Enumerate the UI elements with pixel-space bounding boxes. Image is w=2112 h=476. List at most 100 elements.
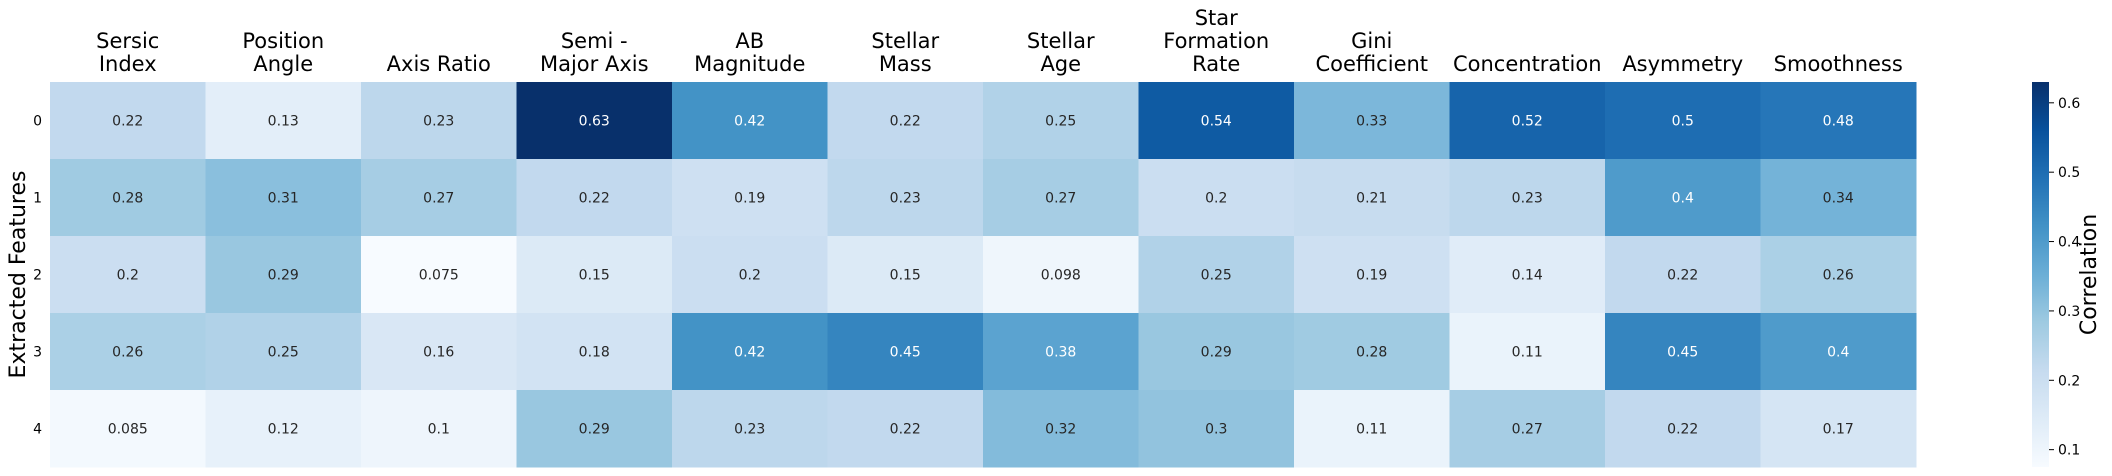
cell-value-label: 0.23 xyxy=(890,191,921,207)
cell-value-label: 0.31 xyxy=(268,191,299,207)
cell-value-label: 0.23 xyxy=(1512,191,1543,207)
cell-value-label: 0.45 xyxy=(1667,345,1698,361)
heatmap-cell xyxy=(1449,236,1606,314)
heatmap-cell xyxy=(983,159,1139,237)
colorbar-tick-label: 0.4 xyxy=(2058,235,2080,251)
heatmap-cell xyxy=(516,313,673,391)
cell-value-label: 0.28 xyxy=(1356,345,1387,361)
heatmap-cells xyxy=(50,82,1917,468)
cell-value-label: 0.13 xyxy=(268,114,299,130)
heatmap-cell xyxy=(1138,236,1295,314)
cell-value-label: 0.25 xyxy=(1045,114,1076,130)
cell-value-label: 0.38 xyxy=(1045,345,1076,361)
heatmap-cell xyxy=(361,390,517,468)
heatmap-cell xyxy=(672,313,828,391)
column-labels: Sersic Index Position Angle Axis Ratio Semi -… xyxy=(96,6,1903,76)
column-label: Star Formation Rate xyxy=(1163,6,1269,76)
cell-value-label: 0.54 xyxy=(1201,114,1232,130)
cell-value-label: 0.11 xyxy=(1512,345,1543,361)
heatmap-cell xyxy=(205,159,362,237)
heatmap-cell xyxy=(1138,82,1295,160)
cell-value-label: 0.29 xyxy=(579,422,610,438)
heatmap-cell xyxy=(827,390,984,468)
heatmap-cell xyxy=(1760,313,1917,391)
heatmap-cell xyxy=(50,313,206,391)
cell-value-label: 0.2 xyxy=(739,268,761,284)
colorbar-tick-label: 0.2 xyxy=(2058,373,2080,389)
cell-value-label: 0.27 xyxy=(1512,422,1543,438)
heatmap-cell xyxy=(1138,159,1295,237)
cell-value-label: 0.22 xyxy=(890,114,921,130)
heatmap-cell xyxy=(205,236,362,314)
heatmap-cell xyxy=(983,313,1139,391)
cell-value-label: 0.18 xyxy=(579,345,610,361)
heatmap-cell xyxy=(1294,313,1450,391)
heatmap-cell xyxy=(361,159,517,237)
heatmap-cell xyxy=(983,236,1139,314)
cell-value-label: 0.2 xyxy=(1205,191,1227,207)
cell-value-label: 0.48 xyxy=(1823,114,1854,130)
cell-value-label: 0.5 xyxy=(1672,114,1694,130)
colorbar-label: Correlation xyxy=(2077,214,2102,335)
cell-value-label: 0.075 xyxy=(419,268,459,284)
cell-value-label: 0.17 xyxy=(1823,422,1854,438)
cell-value-label: 0.27 xyxy=(423,191,454,207)
row-label: 2 xyxy=(33,268,42,284)
cell-value-label: 0.63 xyxy=(579,114,610,130)
heatmap-cell xyxy=(205,313,362,391)
heatmap-cell xyxy=(1760,236,1917,314)
heatmap-cell xyxy=(516,390,673,468)
heatmap-cell xyxy=(983,82,1139,160)
cell-value-label: 0.14 xyxy=(1512,268,1543,284)
heatmap-cell xyxy=(983,390,1139,468)
cell-value-label: 0.11 xyxy=(1356,422,1387,438)
column-label: Asymmetry xyxy=(1622,52,1743,76)
row-label: 0 xyxy=(33,114,42,130)
cell-value-label: 0.33 xyxy=(1356,114,1387,130)
heatmap-cell xyxy=(1294,159,1450,237)
heatmap-cell xyxy=(827,313,984,391)
cell-value-label: 0.29 xyxy=(1201,345,1232,361)
cell-value-label: 0.34 xyxy=(1823,191,1854,207)
column-label: Axis Ratio xyxy=(387,52,491,76)
cell-value-label: 0.4 xyxy=(1672,191,1694,207)
column-label: Concentration xyxy=(1453,52,1602,76)
cell-value-label: 0.25 xyxy=(1201,268,1232,284)
heatmap-cell xyxy=(1449,159,1606,237)
cell-value-label: 0.19 xyxy=(734,191,765,207)
cell-value-label: 0.26 xyxy=(112,345,143,361)
cell-value-label: 0.12 xyxy=(268,422,299,438)
row-label: 1 xyxy=(33,191,42,207)
cell-value-label: 0.1 xyxy=(428,422,450,438)
heatmap-cell xyxy=(1760,159,1917,237)
cell-value-label: 0.15 xyxy=(890,268,921,284)
heatmap-cell xyxy=(672,390,828,468)
cell-value-label: 0.32 xyxy=(1045,422,1076,438)
heatmap-cell xyxy=(50,82,206,160)
heatmap-cell xyxy=(50,159,206,237)
colorbar-tick-label: 0.3 xyxy=(2058,304,2080,320)
cell-value-label: 0.22 xyxy=(1667,268,1698,284)
colorbar-tick-label: 0.1 xyxy=(2058,443,2080,459)
cell-value-label: 0.2 xyxy=(117,268,139,284)
cell-value-label: 0.21 xyxy=(1356,191,1387,207)
column-label: Stellar Age xyxy=(1027,29,1095,76)
heatmap-cell xyxy=(1605,82,1761,160)
heatmap-cell xyxy=(516,82,673,160)
column-label: Gini Coefficient xyxy=(1315,29,1428,76)
cell-value-label: 0.23 xyxy=(423,114,454,130)
cell-value-label: 0.45 xyxy=(890,345,921,361)
cell-value-label: 0.22 xyxy=(890,422,921,438)
heatmap-cell xyxy=(1605,236,1761,314)
heatmap-cell xyxy=(1760,82,1917,160)
cell-value-label: 0.25 xyxy=(268,345,299,361)
heatmap-cell xyxy=(361,313,517,391)
heatmap-cell xyxy=(1294,390,1450,468)
cell-value-label: 0.23 xyxy=(734,422,765,438)
colorbar-tick-label: 0.6 xyxy=(2058,96,2080,112)
heatmap-cell xyxy=(1605,390,1761,468)
colorbar xyxy=(2032,82,2049,467)
cell-value-label: 0.3 xyxy=(1205,422,1227,438)
column-label: AB Magnitude xyxy=(694,29,805,76)
heatmap-cell xyxy=(205,390,362,468)
